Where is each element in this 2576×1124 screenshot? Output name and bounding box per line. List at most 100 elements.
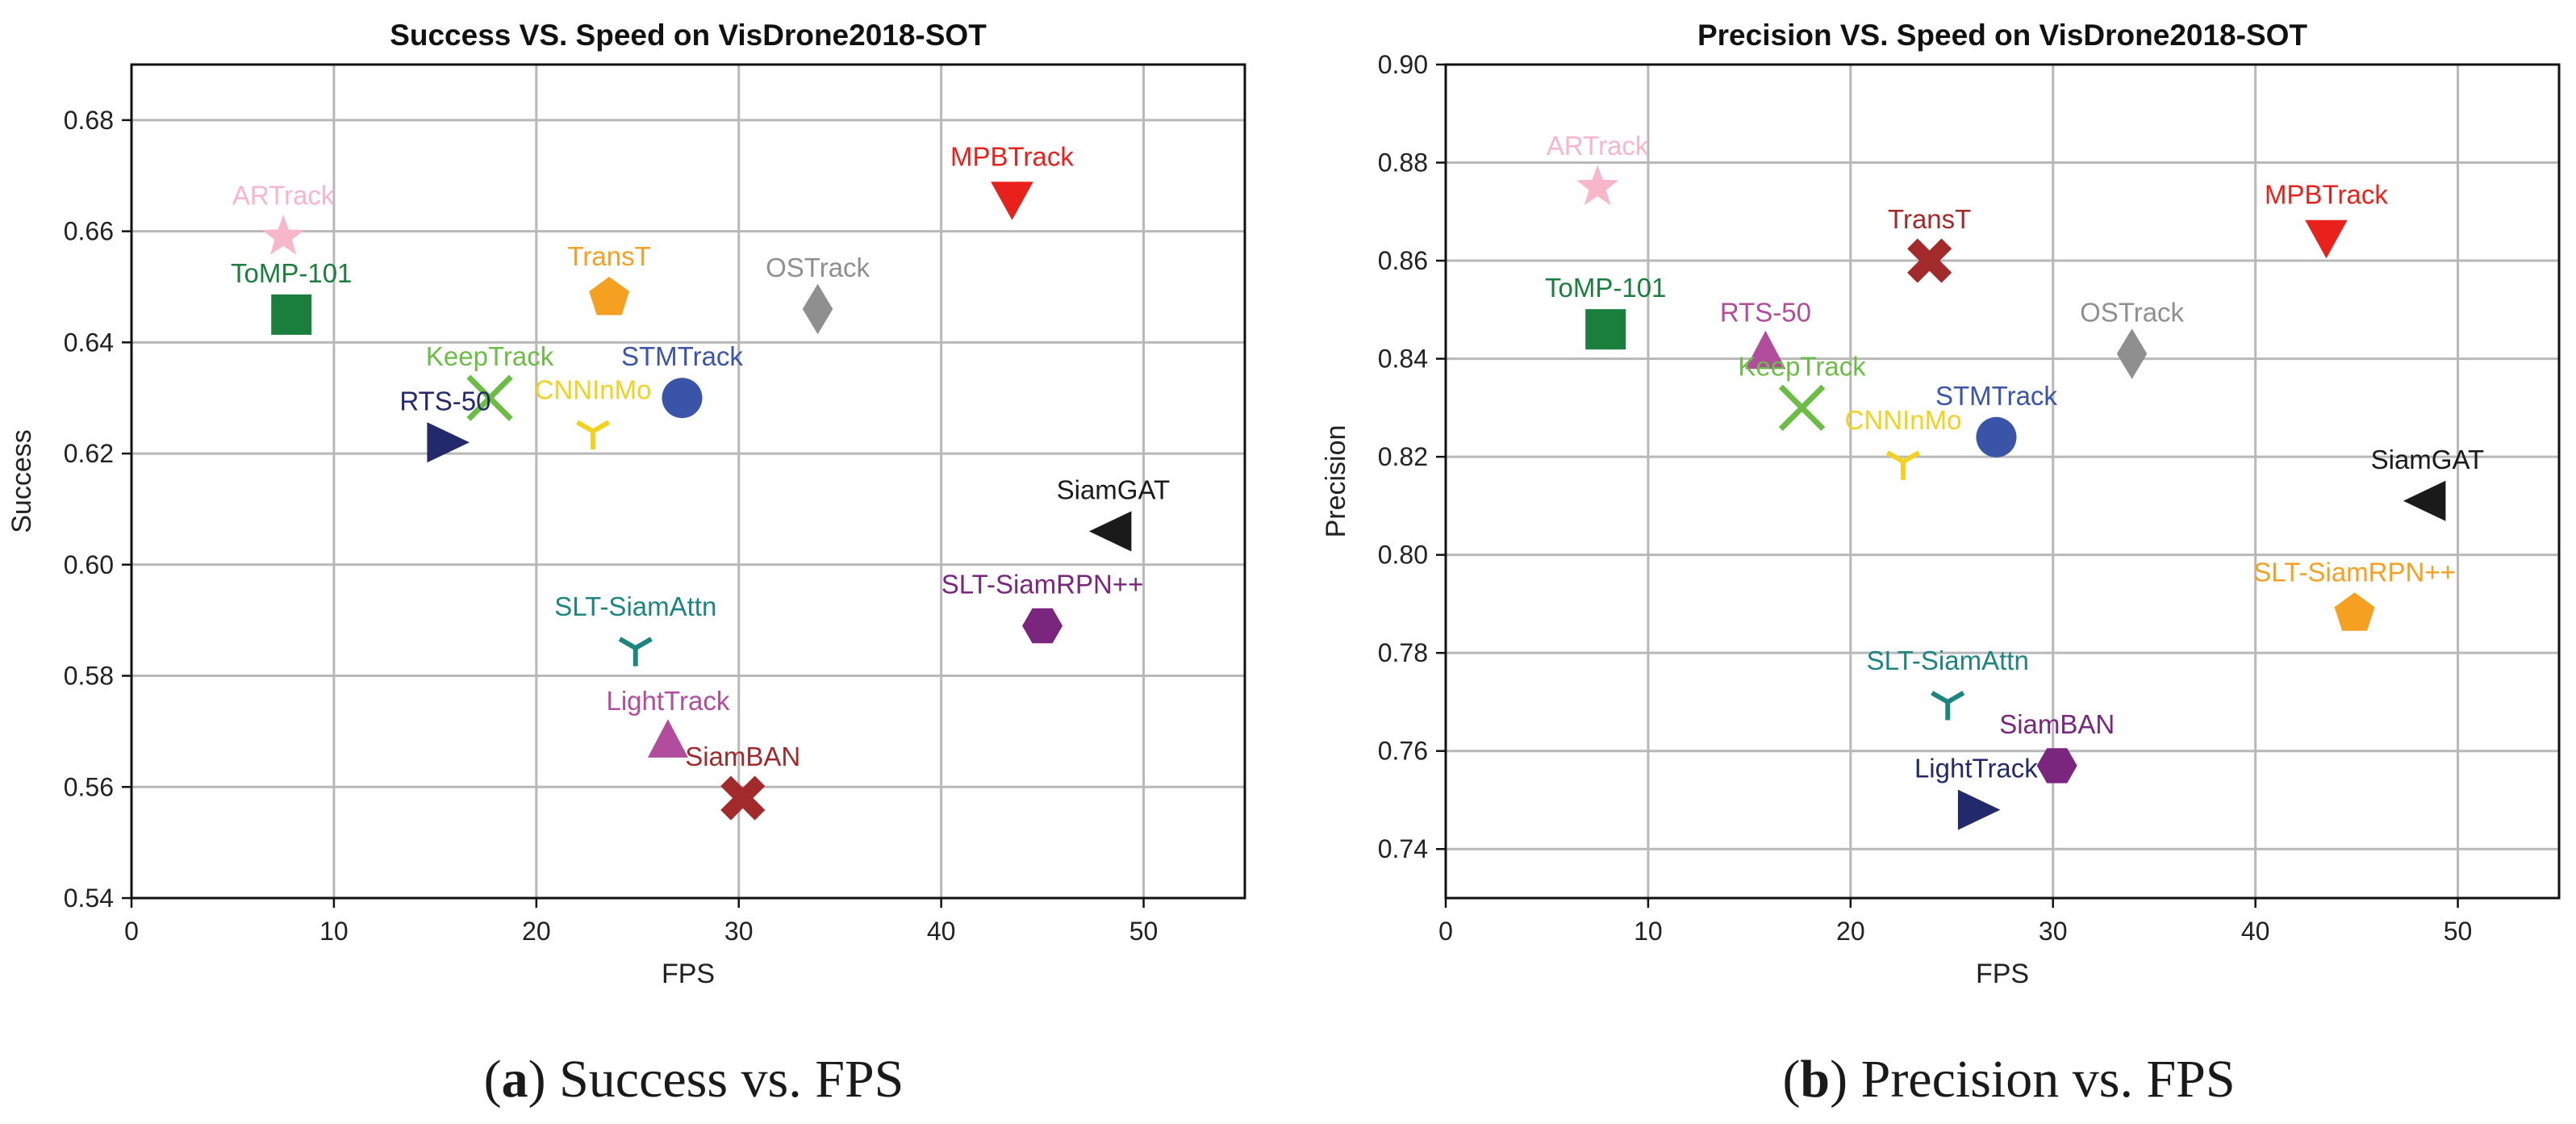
- a-marker-artrack: [262, 215, 305, 255]
- b-marker-transt: [1907, 238, 1952, 283]
- a-marker-mpbtrack: [991, 182, 1033, 220]
- b-label-siamgat: SiamGAT: [2371, 445, 2485, 474]
- b-label-cnninmo: CNNInMo: [1845, 405, 1962, 435]
- b-marker-siamgat: [2403, 480, 2446, 521]
- a-y-tick-label-1: 0.56: [64, 772, 114, 801]
- caption-b-letter: b: [1800, 1050, 1831, 1109]
- a-label-slt-siamrpn: SLT-SiamRPN++: [941, 570, 1144, 600]
- a-x-tick-label-2: 20: [522, 917, 551, 946]
- a-label-keeptrack: KeepTrack: [426, 341, 554, 371]
- b-marker-ostrack: [2116, 328, 2148, 379]
- caption-a-letter: a: [501, 1050, 528, 1109]
- a-label-siamban: SiamBAN: [685, 742, 800, 771]
- b-marker-rts-50: [1745, 330, 1786, 370]
- a-marker-tomp-101: [271, 294, 312, 335]
- b-y-tick-label-0: 0.74: [1378, 834, 1428, 863]
- a-y-axis-label: Success: [6, 429, 37, 533]
- a-label-ostrack: OSTrack: [766, 253, 870, 282]
- b-x-tick-label-2: 20: [1836, 917, 1865, 946]
- a-x-tick-label-4: 40: [927, 917, 956, 946]
- a-x-tick-label-0: 0: [124, 917, 139, 946]
- b-label-stmtrack: STMTrack: [1935, 381, 2057, 411]
- a-y-tick-label-7: 0.68: [64, 106, 114, 135]
- a-x-tick-label-3: 30: [724, 917, 754, 946]
- b-marker-artrack: [1576, 165, 1619, 206]
- a-marker-lighttrack: [647, 719, 688, 758]
- a-y-tick-label-5: 0.64: [64, 328, 114, 357]
- b-marker-stmtrack: [1976, 416, 2017, 458]
- b-label-mpbtrack: MPBTrack: [2265, 180, 2388, 210]
- b-x-tick-label-1: 10: [1634, 917, 1663, 946]
- b-marker-keeptrack: [1778, 384, 1826, 432]
- a-chart-title: Success VS. Speed on VisDrone2018-SOT: [390, 19, 987, 52]
- b-y-tick-label-3: 0.80: [1378, 541, 1428, 570]
- b-label-lighttrack: LightTrack: [1914, 754, 2038, 783]
- b-y-axis-label: Precision: [1321, 425, 1351, 538]
- b-y-tick-label-1: 0.76: [1378, 737, 1428, 766]
- a-label-cnninmo: CNNInMo: [535, 375, 652, 405]
- a-label-rts-50: RTS-50: [399, 386, 491, 416]
- b-plot-frame: [1444, 63, 2561, 900]
- a-marker-ostrack: [802, 283, 833, 335]
- a-label-transt: TransT: [567, 241, 650, 271]
- b-label-ostrack: OSTrack: [2080, 298, 2184, 328]
- a-marker-siamgat: [1088, 511, 1132, 552]
- b-label-slt-siamattn: SLT-SiamAttn: [1867, 646, 2029, 675]
- b-marker-siamban: [2036, 748, 2077, 783]
- b-x-tick-label-5: 50: [2444, 917, 2473, 946]
- a-label-mpbtrack: MPBTrack: [950, 141, 1074, 171]
- b-chart-title: Precision VS. Speed on VisDrone2018-SOT: [1697, 19, 2307, 52]
- a-y-tick-label-3: 0.60: [64, 550, 114, 579]
- a-marker-siamban: [720, 775, 766, 821]
- a-plot-frame: [130, 63, 1246, 900]
- caption-b-text: Precision vs. FPS: [1860, 1050, 2236, 1109]
- b-label-tomp-101: ToMP-101: [1545, 273, 1666, 303]
- b-marker-slt-siamrpn: [2334, 592, 2375, 631]
- b-y-tick-label-7: 0.88: [1378, 148, 1428, 178]
- b-marker-cnninmo: [1885, 450, 1921, 480]
- a-y-tick-label-6: 0.66: [64, 217, 114, 246]
- b-label-keeptrack: KeepTrack: [1738, 351, 1866, 381]
- b-y-tick-label-5: 0.84: [1378, 345, 1428, 374]
- a-label-lighttrack: LightTrack: [606, 686, 729, 716]
- caption-a: (a) Success vs. FPS: [483, 1050, 904, 1109]
- a-x-axis-label: FPS: [662, 959, 715, 989]
- a-y-tick-label-2: 0.58: [64, 662, 114, 691]
- a-marker-rts-50: [427, 422, 470, 463]
- a-marker-keeptrack: [466, 374, 513, 421]
- b-label-transt: TransT: [1888, 204, 1971, 234]
- b-label-siamban: SiamBAN: [1999, 709, 2115, 739]
- b-marker-slt-siamattn: [1931, 691, 1965, 721]
- b-y-tick-label-8: 0.90: [1378, 50, 1428, 79]
- chart-success-vs-fps: 0 10 20 30 40 50 0.54 0.56 0.58 0.60 0.62 0.64 0.66 0…: [6, 19, 1246, 989]
- a-y-tick-label-4: 0.62: [64, 439, 114, 468]
- b-y-tick-label-2: 0.78: [1378, 638, 1428, 667]
- a-y-tick-label-0: 0.54: [64, 884, 114, 913]
- a-marker-slt-siamrpn: [1022, 608, 1063, 644]
- a-label-slt-siamattn: SLT-SiamAttn: [554, 591, 716, 621]
- b-x-tick-label-4: 40: [2241, 917, 2270, 946]
- b-x-tick-label-3: 30: [2039, 917, 2068, 946]
- b-y-tick-label-6: 0.86: [1378, 246, 1428, 275]
- a-x-tick-label-1: 10: [319, 917, 349, 946]
- b-label-rts-50: RTS-50: [1720, 298, 1811, 328]
- a-label-tomp-101: ToMP-101: [231, 258, 352, 288]
- b-label-artrack: ARTrack: [1547, 131, 1649, 161]
- a-marker-cnninmo: [576, 420, 611, 450]
- b-marker-lighttrack: [1957, 789, 2001, 830]
- a-label-artrack: ARTrack: [232, 180, 335, 210]
- b-x-tick-label-0: 0: [1438, 917, 1453, 946]
- a-label-siamgat: SiamGAT: [1057, 474, 1171, 504]
- a-label-stmtrack: STMTrack: [621, 341, 743, 371]
- a-marker-stmtrack: [662, 378, 703, 419]
- b-label-slt-siamrpn: SLT-SiamRPN++: [2253, 558, 2456, 587]
- b-x-axis-label: FPS: [1976, 959, 2029, 989]
- b-marker-tomp-101: [1585, 309, 1626, 350]
- a-marker-slt-siamattn: [618, 637, 653, 666]
- caption-b: (b) Precision vs. FPS: [1782, 1050, 2236, 1109]
- chart-precision-vs-fps: 0 10 20 30 40 50 0.74 0.76 0.78 0.80 0.82 0.84 0.86 0…: [1321, 19, 2561, 989]
- caption-a-text: Success vs. FPS: [559, 1050, 904, 1109]
- b-marker-mpbtrack: [2305, 219, 2348, 259]
- b-y-tick-label-4: 0.82: [1378, 442, 1428, 471]
